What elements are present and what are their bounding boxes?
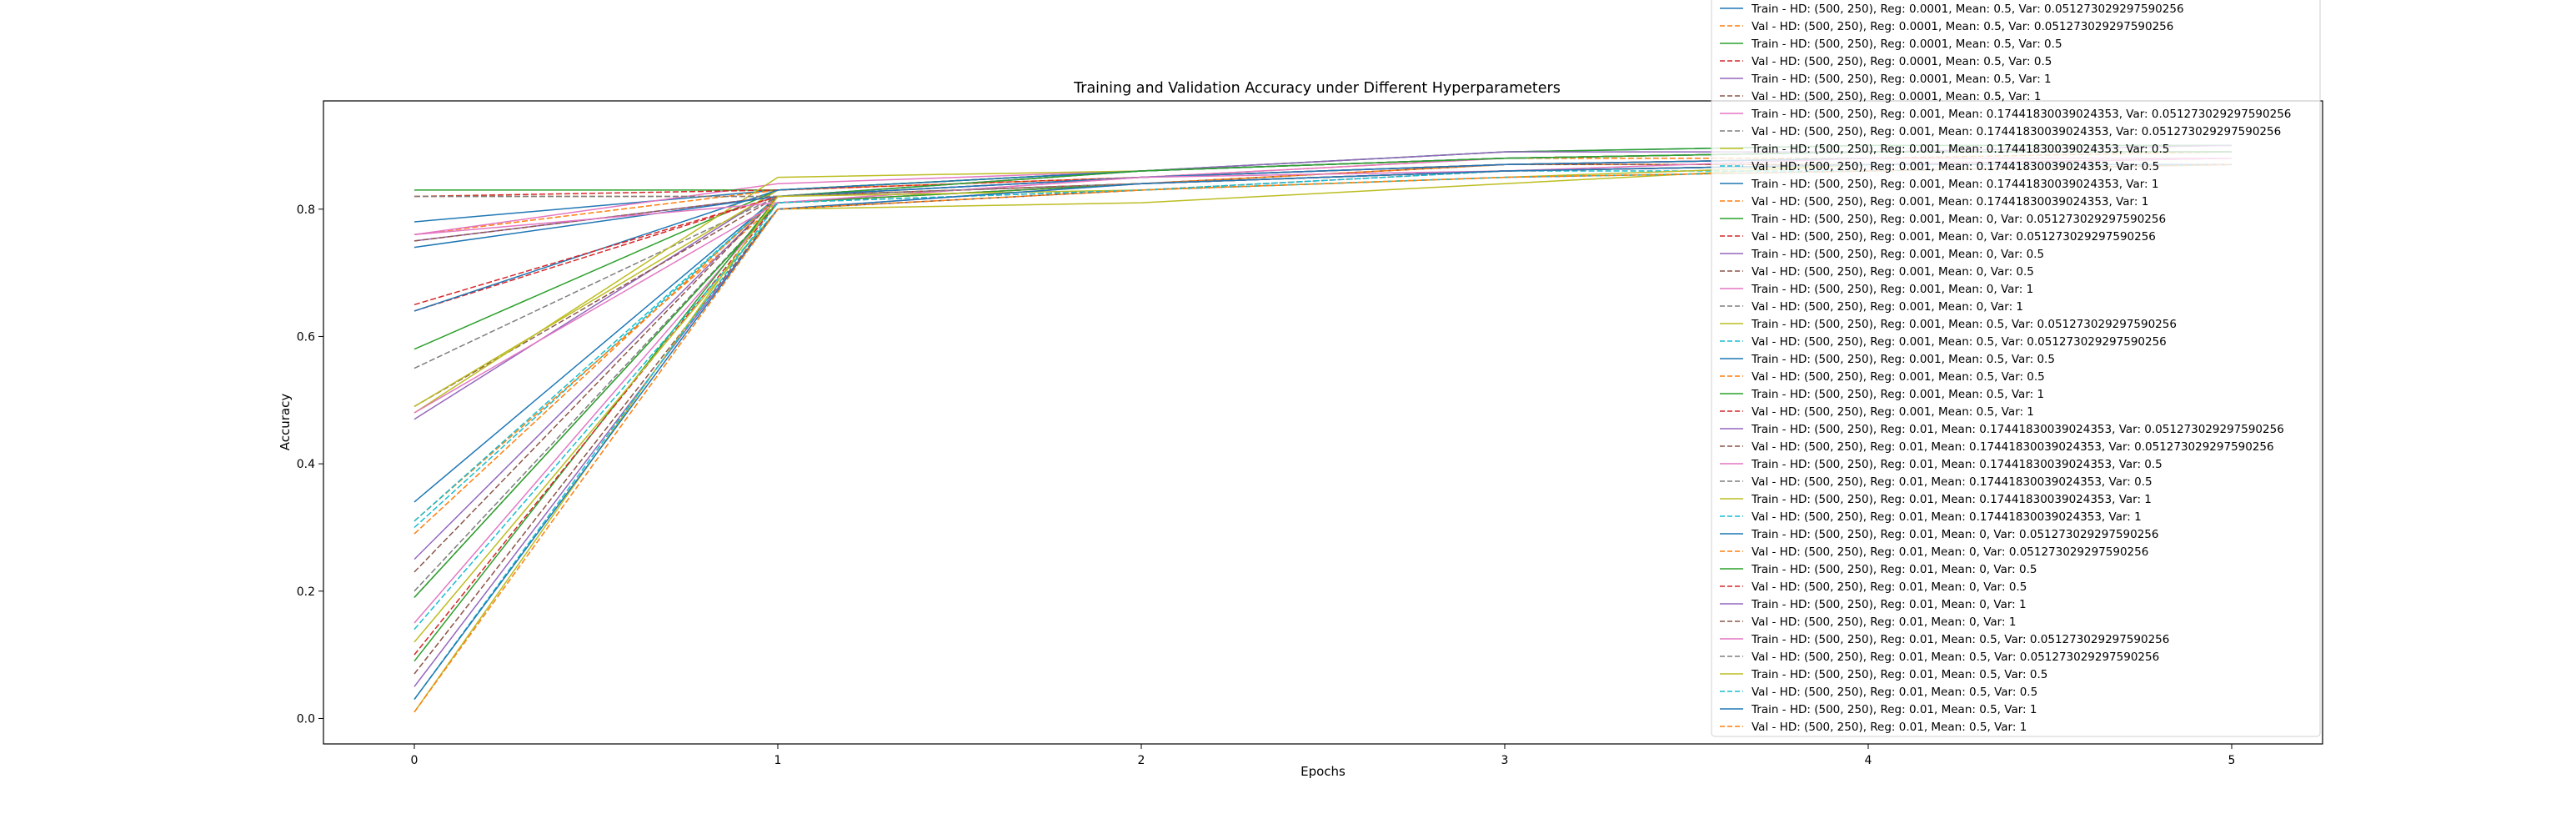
legend-label: Val - HD: (500, 250), Reg: 0.001, Mean: … (1752, 405, 2034, 419)
legend-label: Val - HD: (500, 250), Reg: 0.0001, Mean:… (1752, 55, 2052, 68)
legend-label: Val - HD: (500, 250), Reg: 0.01, Mean: 0… (1752, 545, 2148, 559)
legend-label: Train - HD: (500, 250), Reg: 0.001, Mean… (1751, 143, 2169, 156)
legend-label: Train - HD: (500, 250), Reg: 0.001, Mean… (1751, 248, 2044, 261)
x-tick-label: 0 (411, 754, 418, 767)
series-line-30 (413, 163, 2233, 631)
y-tick-label: 0.4 (297, 458, 315, 471)
x-tick-label: 4 (1865, 754, 1872, 767)
y-tick-label: 0.2 (297, 585, 315, 599)
legend-label: Train - HD: (500, 250), Reg: 0.01, Mean:… (1751, 493, 2152, 506)
series-line-40 (413, 163, 2233, 701)
x-tick-label: 3 (1501, 754, 1509, 767)
y-tick-label: 0.0 (297, 712, 315, 726)
legend-label: Val - HD: (500, 250), Reg: 0.0001, Mean:… (1752, 90, 2041, 103)
legend-label: Train - HD: (500, 250), Reg: 0.01, Mean:… (1751, 633, 2169, 646)
legend-label: Train - HD: (500, 250), Reg: 0.01, Mean:… (1751, 703, 2037, 716)
legend-label: Val - HD: (500, 250), Reg: 0.01, Mean: 0… (1752, 510, 2142, 524)
legend-label: Val - HD: (500, 250), Reg: 0.001, Mean: … (1752, 160, 2159, 173)
legend-label: Train - HD: (500, 250), Reg: 0.0001, Mea… (1751, 3, 2184, 16)
y-axis-label: Accuracy (278, 394, 293, 451)
x-tick-label: 1 (774, 754, 782, 767)
axes-frame (323, 100, 2323, 745)
legend-label: Val - HD: (500, 250), Reg: 0.001, Mean: … (1752, 195, 2148, 208)
legend-label: Train - HD: (500, 250), Reg: 0.0001, Mea… (1751, 38, 2062, 51)
legend-label: Val - HD: (500, 250), Reg: 0.001, Mean: … (1752, 370, 2045, 384)
legend-label: Val - HD: (500, 250), Reg: 0.01, Mean: 0… (1752, 686, 2037, 699)
legend-box (1711, 0, 2321, 737)
legend-label: Train - HD: (500, 250), Reg: 0.01, Mean:… (1751, 563, 2037, 576)
legend-label: Train - HD: (500, 250), Reg: 0.001, Mean… (1751, 318, 2177, 331)
legend-label: Val - HD: (500, 250), Reg: 0.001, Mean: … (1752, 230, 2156, 244)
legend-label: Val - HD: (500, 250), Reg: 0.001, Mean: … (1752, 335, 2167, 349)
y-tick-label: 0.6 (297, 330, 315, 344)
x-tick-label: 2 (1138, 754, 1145, 767)
legend-label: Train - HD: (500, 250), Reg: 0.001, Mean… (1751, 388, 2044, 401)
legend-label: Train - HD: (500, 250), Reg: 0.001, Mean… (1751, 178, 2159, 191)
y-axis-ticks: 0.0 0.2 0.4 0.6 0.8 (297, 203, 323, 726)
y-tick-label: 0.8 (297, 203, 315, 217)
legend-label: Val - HD: (500, 250), Reg: 0.001, Mean: … (1752, 125, 2281, 138)
legend-label: Val - HD: (500, 250), Reg: 0.01, Mean: 0… (1752, 440, 2274, 454)
legend-entries: Train - HD: (500, 250), Reg: 0.0001, Mea… (1720, 3, 2291, 734)
legend-label: Val - HD: (500, 250), Reg: 0.001, Mean: … (1752, 265, 2034, 279)
legend-label: Train - HD: (500, 250), Reg: 0.001, Mean… (1751, 213, 2166, 226)
legend-label: Train - HD: (500, 250), Reg: 0.01, Mean:… (1751, 668, 2047, 681)
x-axis-ticks: 0 1 2 3 4 5 (411, 744, 2236, 767)
chart-title: Training and Validation Accuracy under D… (1073, 80, 1561, 97)
legend-label: Train - HD: (500, 250), Reg: 0.001, Mean… (1751, 108, 2291, 121)
x-tick-label: 5 (2228, 754, 2236, 767)
legend-label: Val - HD: (500, 250), Reg: 0.01, Mean: 0… (1752, 475, 2153, 489)
legend-label: Train - HD: (500, 250), Reg: 0.0001, Mea… (1751, 73, 2052, 86)
legend-label: Val - HD: (500, 250), Reg: 0.01, Mean: 0… (1752, 651, 2159, 664)
legend-label: Train - HD: (500, 250), Reg: 0.001, Mean… (1751, 353, 2055, 366)
legend-label: Val - HD: (500, 250), Reg: 0.01, Mean: 0… (1752, 721, 2027, 734)
legend-label: Train - HD: (500, 250), Reg: 0.001, Mean… (1751, 283, 2033, 296)
legend-label: Val - HD: (500, 250), Reg: 0.01, Mean: 0… (1752, 615, 2016, 629)
legend-label: Train - HD: (500, 250), Reg: 0.01, Mean:… (1751, 598, 2027, 611)
legend-label: Val - HD: (500, 250), Reg: 0.001, Mean: … (1752, 300, 2023, 314)
legend-label: Val - HD: (500, 250), Reg: 0.0001, Mean:… (1752, 20, 2173, 33)
legend-label: Train - HD: (500, 250), Reg: 0.01, Mean:… (1751, 458, 2163, 471)
legend-label: Val - HD: (500, 250), Reg: 0.01, Mean: 0… (1752, 580, 2027, 594)
legend-label: Train - HD: (500, 250), Reg: 0.01, Mean:… (1751, 423, 2284, 436)
x-axis-label: Epochs (1301, 764, 1346, 779)
legend-label: Train - HD: (500, 250), Reg: 0.01, Mean:… (1751, 528, 2159, 541)
legend: Train - HD: (500, 250), Reg: 0.0001, Mea… (1711, 0, 2321, 737)
